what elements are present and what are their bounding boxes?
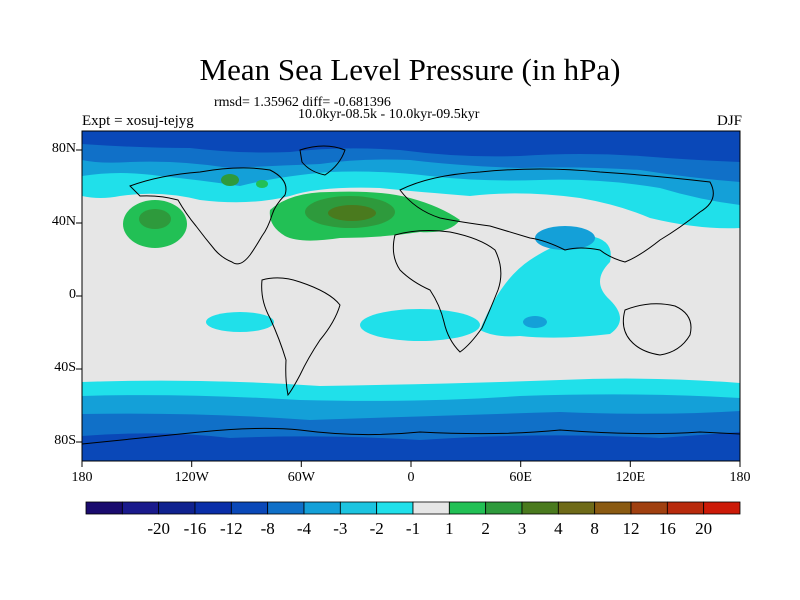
colorbar-label: -1 <box>405 519 421 538</box>
australia-coast <box>622 303 692 356</box>
lon-label-180e: 180 <box>729 470 751 485</box>
south-atlantic-patch <box>360 309 480 341</box>
colorbar-swatch <box>267 501 305 515</box>
lon-label-60w: 60W <box>287 470 315 485</box>
colorbar-label: 8 <box>590 519 599 538</box>
lat-label-40n: 40N <box>51 214 76 229</box>
colorbar-label: 2 <box>481 519 490 538</box>
colorbar-label: -2 <box>369 519 384 538</box>
southern-band-deep <box>82 432 740 461</box>
lon-label-0: 0 <box>407 470 415 485</box>
northern-band-deep <box>82 131 740 162</box>
colorbar-swatch <box>339 501 378 515</box>
colorbar-swatch <box>557 501 596 515</box>
season-label: DJF <box>716 113 742 129</box>
lat-label-0: 0 <box>69 287 76 302</box>
arabian-patch <box>535 226 595 250</box>
colorbar-label: 16 <box>658 519 676 538</box>
africa-coast <box>392 230 502 353</box>
colorbar-label: -12 <box>219 519 243 538</box>
colorbar-swatch <box>158 501 196 515</box>
colorbar-swatch <box>521 501 559 515</box>
indian-ocean-patch <box>480 236 620 338</box>
colorbar-swatch <box>303 501 341 515</box>
north-america-coast <box>129 167 287 265</box>
south-america-coast <box>261 277 341 397</box>
colorbar-swatch <box>594 501 632 515</box>
colorbar-label: 1 <box>445 519 454 538</box>
antarctica-coast <box>82 427 740 445</box>
colorbar-label: 20 <box>695 519 713 538</box>
colorbar-swatch <box>448 501 487 515</box>
colorbar-swatch <box>376 501 414 515</box>
stats-text: rmsd= 1.35962 diff= -0.681396 <box>214 95 391 110</box>
lon-label-60e: 60E <box>509 470 532 485</box>
colorbar-label: -8 <box>260 519 275 538</box>
atlantic-positive-inner <box>328 205 376 221</box>
lon-label-180w: 180 <box>71 470 93 485</box>
colorbar-label: -16 <box>183 519 207 538</box>
colorbar-swatch <box>230 501 269 515</box>
pacific-positive-inner <box>139 209 171 229</box>
colorbar-swatch <box>194 501 232 515</box>
lat-label-40s: 40S <box>54 360 76 375</box>
colorbar-label: -4 <box>296 519 312 538</box>
axis-ticks <box>76 149 741 467</box>
colorbar-swatch <box>630 501 668 515</box>
arctic-positive-patch <box>221 174 239 186</box>
lon-label-120w: 120W <box>174 470 209 485</box>
lat-label-80s: 80S <box>54 433 76 448</box>
chart-title: Mean Sea Level Pressure (in hPa) <box>199 52 621 87</box>
labrador-positive-patch <box>256 180 268 188</box>
colorbar-label: 4 <box>554 519 563 538</box>
south-pacific-patch <box>206 312 274 332</box>
lon-label-120e: 120E <box>615 470 646 485</box>
colorbar-swatch <box>703 501 741 515</box>
colorbar-label: -20 <box>147 519 170 538</box>
coastlines <box>82 145 740 445</box>
eurasia-coast <box>399 168 714 263</box>
indian-inner-patch <box>523 316 547 328</box>
colorbar-swatch <box>485 501 523 515</box>
colorbar-swatch <box>85 501 123 515</box>
lat-label-80n: 80N <box>51 141 76 156</box>
greenland-coast <box>299 145 346 176</box>
colorbar-label: 12 <box>622 519 640 538</box>
colorbar-swatch <box>666 501 705 515</box>
colorbar-label: 3 <box>517 519 527 538</box>
period-text: 10.0kyr-08.5k - 10.0kyr-09.5kyr <box>298 107 480 122</box>
colorbar-swatch <box>412 501 450 515</box>
colorbar-swatch <box>121 501 160 515</box>
experiment-label: Expt = xosuj-tejyg <box>82 113 194 129</box>
colorbar-label: -3 <box>333 519 348 538</box>
